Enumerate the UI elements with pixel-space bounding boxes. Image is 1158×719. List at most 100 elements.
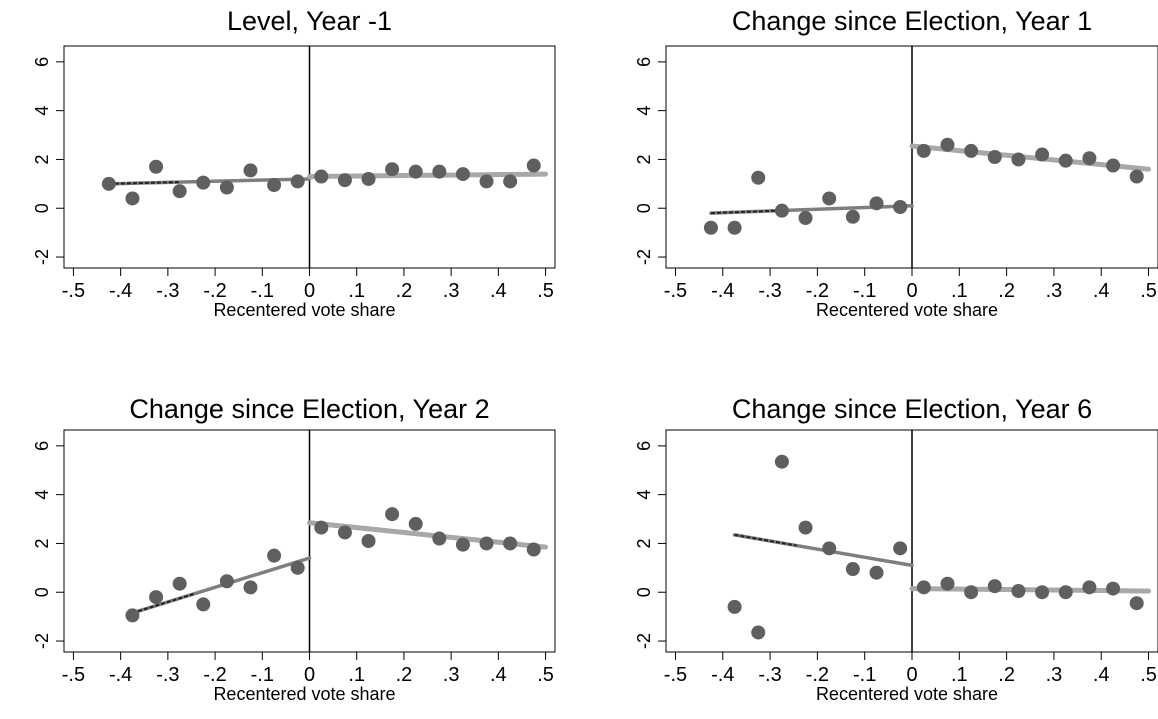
data-point (774, 203, 789, 218)
data-point (869, 565, 884, 580)
data-point (1106, 581, 1121, 596)
x-tick-label: .1 (348, 280, 365, 302)
data-point (526, 542, 541, 557)
x-tick-label: -.1 (853, 664, 876, 686)
data-point (822, 191, 837, 206)
y-tick-label: -2 (32, 633, 52, 649)
y-tick-label: 2 (634, 154, 654, 164)
chart-panel-4: Change since Election, Year 6 -2 0 2 4 6 -.5 -.… (634, 394, 1158, 704)
x-tick-label: .2 (396, 280, 413, 302)
data-point (1011, 152, 1026, 167)
data-point (267, 178, 282, 193)
data-point (408, 516, 423, 531)
y-tick-label: 0 (634, 203, 654, 213)
x-tick-label: .1 (951, 280, 968, 302)
data-point (290, 560, 305, 575)
y-tick-label: 6 (32, 57, 52, 67)
data-point (893, 200, 908, 215)
data-point (916, 580, 931, 595)
x-tick-label: -.1 (251, 664, 274, 686)
chart-title: Change since Election, Year 2 (129, 394, 489, 424)
x-tick-label: .3 (1046, 664, 1063, 686)
data-point (243, 163, 258, 178)
x-axis-label: Recentered vote share (816, 684, 998, 704)
data-point (845, 562, 860, 577)
data-point (172, 184, 187, 199)
x-tick-label: -.3 (156, 280, 179, 302)
data-point (385, 507, 400, 522)
fit-line-left-dashed (734, 533, 797, 547)
data-point (101, 176, 116, 191)
x-tick-label: .1 (348, 664, 365, 686)
data-point (822, 541, 837, 556)
data-point (314, 169, 329, 184)
x-tick-label: -.4 (711, 280, 734, 302)
y-tick-label: 4 (634, 106, 654, 116)
data-point (893, 541, 908, 556)
data-point (219, 180, 234, 195)
y-tick-label: 0 (634, 587, 654, 597)
x-tick-label: .5 (1140, 664, 1157, 686)
data-point (172, 576, 187, 591)
data-point (727, 599, 742, 614)
chart-panel-2: Change since Election, Year 1 -2 0 2 4 6 -.5 -.… (634, 6, 1158, 320)
x-tick-label: .2 (998, 664, 1015, 686)
data-point (1058, 153, 1073, 168)
x-tick-label: .5 (1140, 280, 1157, 302)
data-point (196, 175, 211, 190)
data-point (408, 164, 423, 179)
data-point (432, 164, 447, 179)
data-point (940, 576, 955, 591)
x-tick-label: .3 (443, 280, 460, 302)
data-point (290, 174, 305, 189)
data-point (503, 536, 518, 551)
data-point (526, 158, 541, 173)
data-point (219, 574, 234, 589)
x-tick-label: -.5 (62, 280, 85, 302)
x-tick-label: .4 (490, 664, 507, 686)
data-point (940, 137, 955, 152)
x-tick-label: .4 (490, 280, 507, 302)
chart-title: Change since Election, Year 1 (732, 6, 1092, 36)
chart-title: Change since Election, Year 6 (732, 394, 1092, 424)
y-tick-label: 2 (32, 154, 52, 164)
x-tick-label: .5 (537, 664, 554, 686)
data-point (243, 580, 258, 595)
x-tick-label: .3 (1046, 280, 1063, 302)
data-point (1106, 158, 1121, 173)
data-point (727, 220, 742, 235)
x-tick-label: -.2 (203, 664, 226, 686)
data-point (1058, 585, 1073, 600)
data-point (149, 590, 164, 605)
x-tick-label: 0 (906, 664, 917, 686)
data-point (314, 520, 329, 535)
x-tick-label: .3 (443, 664, 460, 686)
x-tick-label: -.2 (806, 280, 829, 302)
data-point (845, 209, 860, 224)
data-point (125, 191, 140, 206)
x-tick-label: 0 (304, 280, 315, 302)
data-point (361, 534, 376, 548)
y-tick-label: 2 (634, 538, 654, 548)
data-point (337, 525, 352, 540)
y-tick-label: 4 (32, 106, 52, 116)
x-tick-label: -.5 (664, 664, 687, 686)
x-tick-label: -.5 (62, 664, 85, 686)
y-tick-label: 0 (32, 587, 52, 597)
y-tick-label: 4 (634, 490, 654, 500)
y-tick-label: -2 (32, 249, 52, 265)
data-point (479, 174, 494, 189)
data-point (798, 210, 813, 225)
data-point (869, 196, 884, 211)
data-point (703, 220, 718, 235)
data-point (1082, 151, 1097, 166)
data-point (1035, 147, 1050, 162)
y-tick-label: 6 (634, 441, 654, 451)
y-tick-label: -2 (634, 633, 654, 649)
chart-panel-1: Level, Year -1 -2 0 2 4 6 -.5 -.4 -.3 -.2 -.1 0 .1 .2… (32, 6, 556, 320)
data-point (751, 625, 766, 640)
y-tick-label: 4 (32, 490, 52, 500)
fit-line-left-dashed (132, 592, 195, 614)
chart-panel-3: Change since Election, Year 2 -2 0 2 4 6 -.5 -.… (32, 394, 556, 704)
y-tick-label: 0 (32, 203, 52, 213)
